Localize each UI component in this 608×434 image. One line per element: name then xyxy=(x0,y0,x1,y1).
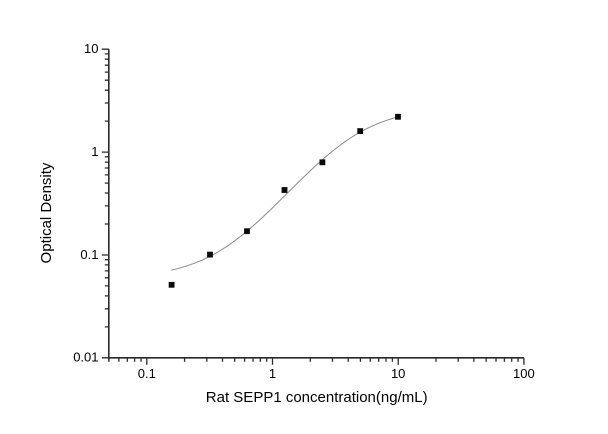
svg-text:Optical Density: Optical Density xyxy=(38,162,55,263)
svg-text:0.01: 0.01 xyxy=(73,350,98,365)
svg-text:0.1: 0.1 xyxy=(80,247,98,262)
svg-text:1: 1 xyxy=(269,366,276,381)
svg-text:Rat SEPP1 concentration(ng/mL): Rat SEPP1 concentration(ng/mL) xyxy=(206,389,428,406)
svg-text:1: 1 xyxy=(91,144,98,159)
svg-text:100: 100 xyxy=(513,366,535,381)
svg-text:0.1: 0.1 xyxy=(138,366,156,381)
svg-text:10: 10 xyxy=(84,41,98,56)
svg-text:10: 10 xyxy=(391,366,405,381)
